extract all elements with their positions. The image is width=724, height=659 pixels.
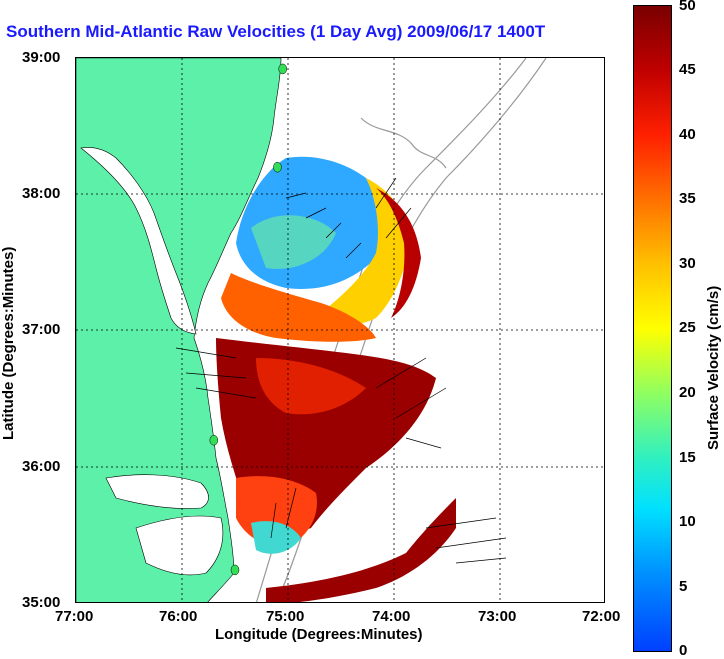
colorbar-tick-label: 0 xyxy=(679,642,688,659)
chesapeake-bay xyxy=(80,147,197,335)
velocity-vector xyxy=(425,517,497,529)
colorbar-tick-label: 35 xyxy=(679,190,696,207)
velocity-patch-red xyxy=(256,358,366,415)
y-tick-label: 37:00 xyxy=(22,321,61,338)
colorbar-tick-label: 10 xyxy=(679,513,696,530)
x-tick-label: 76:00 xyxy=(159,608,198,625)
y-axis-title: Latitude (Degrees:Minutes) xyxy=(0,246,17,440)
velocity-vector xyxy=(325,222,342,239)
velocity-field xyxy=(216,156,456,602)
colorbar-tick-label: 40 xyxy=(679,126,696,143)
velocity-patch-fast-north xyxy=(376,188,421,318)
velocity-vector xyxy=(305,207,327,219)
x-axis-title: Longitude (Degrees:Minutes) xyxy=(215,626,423,643)
velocity-vector xyxy=(405,437,442,449)
x-tick-label: 77:00 xyxy=(55,608,94,625)
x-tick-label: 75:00 xyxy=(266,608,305,625)
station-marker xyxy=(209,434,219,446)
velocity-vector xyxy=(375,357,427,389)
colorbar-tick-label: 30 xyxy=(679,255,696,272)
colorbar xyxy=(633,5,672,652)
map-title-text: Southern Mid-Atlantic Raw Velocities (1 … xyxy=(6,22,535,41)
station-marker xyxy=(230,564,240,576)
velocity-vector xyxy=(285,487,297,529)
velocity-vector xyxy=(385,207,412,239)
map-title-tail: T xyxy=(534,22,546,41)
velocity-vector xyxy=(455,557,507,564)
velocity-vector xyxy=(175,347,237,359)
albemarle-sound xyxy=(105,474,209,509)
colorbar-tick-label: 45 xyxy=(679,61,696,78)
pamlico-sound xyxy=(135,515,224,576)
x-tick-label: 72:00 xyxy=(582,608,621,625)
velocity-vector xyxy=(270,502,277,539)
velocity-patch-cyan-south xyxy=(251,521,301,554)
station-marker xyxy=(273,161,282,173)
velocity-vector xyxy=(395,387,447,419)
velocity-patch-yellow xyxy=(321,178,411,325)
velocity-vector xyxy=(185,372,247,379)
station-marker xyxy=(278,63,287,75)
velocity-vector xyxy=(435,537,507,549)
bathymetry-contour xyxy=(360,117,447,169)
y-tick-label: 36:00 xyxy=(22,458,61,475)
y-tick-label: 39:00 xyxy=(22,49,61,66)
colorbar-title: Surface Velocity (cm/s) xyxy=(705,285,722,450)
y-tick-label: 38:00 xyxy=(22,185,61,202)
colorbar-tick-label: 15 xyxy=(679,449,696,466)
velocity-patch-far-south xyxy=(266,498,456,602)
velocity-patch-orange xyxy=(221,273,376,342)
colorbar-tick-label: 20 xyxy=(679,384,696,401)
x-tick-label: 73:00 xyxy=(478,608,517,625)
velocity-vectors xyxy=(175,177,507,564)
velocity-vector xyxy=(345,242,362,259)
station-markers xyxy=(209,63,287,576)
grid-lines xyxy=(76,58,604,602)
colorbar-tick-label: 5 xyxy=(679,578,688,595)
velocity-vector xyxy=(375,177,397,209)
map-plot-area xyxy=(75,57,605,603)
velocity-patch-mid xyxy=(251,215,336,269)
y-tick-label: 35:00 xyxy=(22,594,61,611)
x-tick-label: 74:00 xyxy=(372,608,411,625)
colorbar-tick-label: 50 xyxy=(679,0,696,14)
map-svg xyxy=(76,58,604,602)
colorbar-tick-label: 25 xyxy=(679,319,696,336)
velocity-vector xyxy=(195,387,257,399)
map-title: Southern Mid-Atlantic Raw Velocities (1 … xyxy=(6,22,545,42)
